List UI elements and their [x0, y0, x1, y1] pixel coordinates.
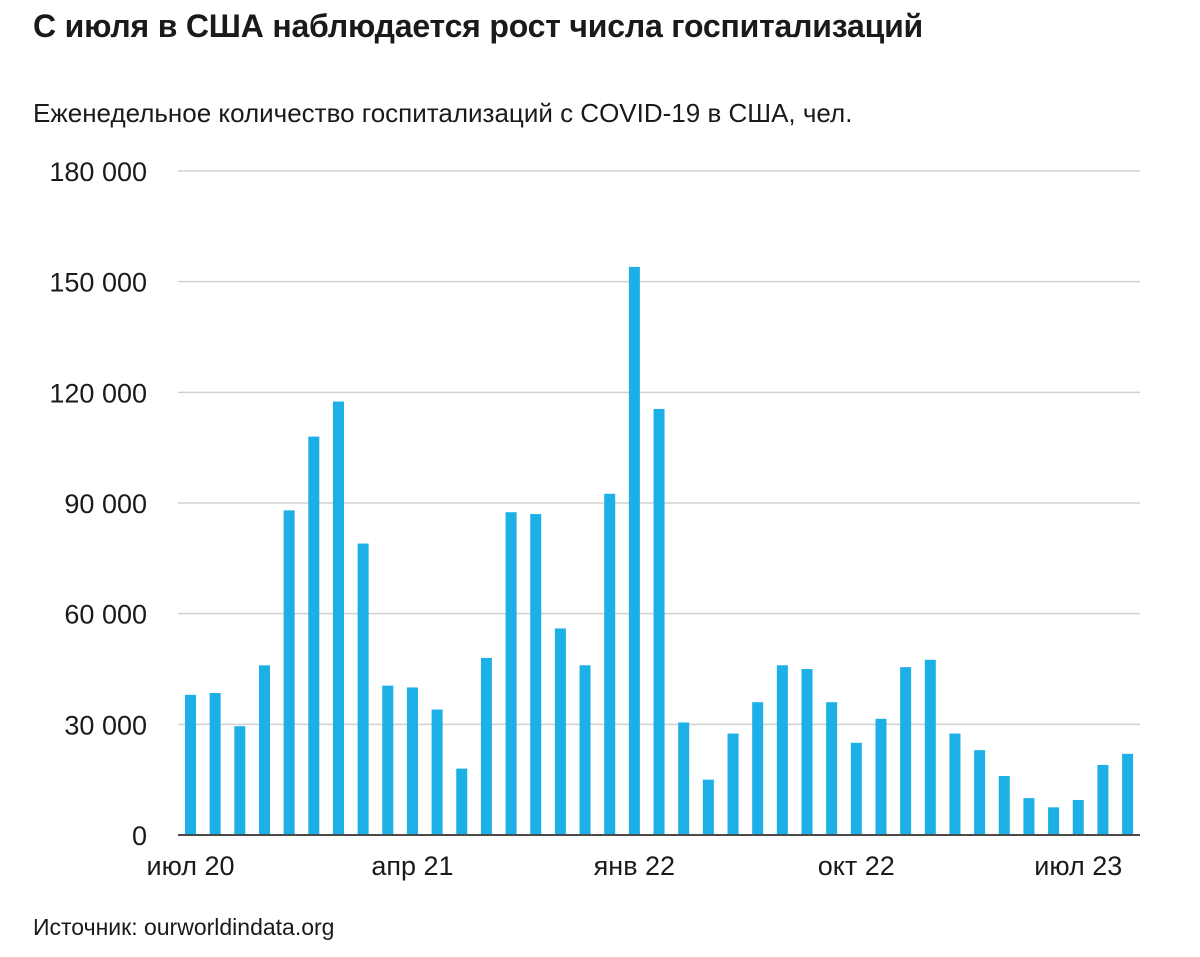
bar — [850, 742, 862, 835]
bar — [801, 669, 813, 835]
bar — [431, 709, 443, 835]
bar — [628, 266, 640, 835]
bar — [974, 750, 986, 835]
bar — [456, 768, 468, 835]
bar — [702, 779, 714, 835]
x-tick-label: июл 23 — [1034, 851, 1122, 881]
bar — [406, 687, 418, 835]
chart-title: С июля в США наблюдается рост числа госп… — [33, 8, 924, 44]
bar — [258, 665, 270, 835]
bar — [776, 665, 788, 835]
y-tick-label: 120 000 — [49, 378, 147, 408]
y-tick-label: 30 000 — [64, 710, 147, 740]
bar — [505, 512, 517, 835]
bar — [554, 628, 566, 835]
y-tick-label: 0 — [132, 821, 147, 851]
bar — [949, 733, 961, 835]
bar — [1048, 807, 1060, 835]
bar — [185, 694, 196, 835]
source-note: Источник: ourworldindata.org — [33, 914, 335, 940]
bar — [752, 702, 764, 835]
bar — [209, 692, 221, 835]
chart-subtitle: Еженедельное количество госпитализаций с… — [33, 98, 853, 128]
x-tick-label: июл 20 — [146, 851, 234, 881]
bar — [727, 733, 739, 835]
bars — [185, 266, 1134, 835]
x-axis-ticks: июл 20 апр 21 янв 22 окт 22 июл 23 — [146, 851, 1122, 881]
y-tick-label: 60 000 — [64, 600, 147, 630]
bar — [234, 726, 246, 835]
bar — [332, 401, 344, 835]
bar — [924, 659, 936, 835]
bar — [678, 722, 690, 835]
bar — [530, 514, 542, 835]
y-tick-label: 90 000 — [64, 489, 147, 519]
bar — [579, 665, 591, 835]
bar — [308, 436, 320, 835]
y-axis-ticks: 0 30 000 60 000 90 000 120 000 150 000 180 000 — [49, 157, 147, 851]
bar — [875, 718, 887, 835]
bar — [604, 493, 616, 835]
y-tick-label: 180 000 — [49, 157, 147, 187]
bar — [283, 510, 295, 835]
bar — [357, 543, 369, 835]
bar — [480, 657, 492, 835]
bar — [826, 702, 838, 835]
x-tick-label: янв 22 — [594, 851, 675, 881]
bar — [1122, 753, 1134, 835]
bar — [998, 775, 1010, 835]
y-tick-label: 150 000 — [49, 268, 147, 298]
bar — [900, 667, 912, 835]
x-tick-label: окт 22 — [818, 851, 895, 881]
bar — [653, 408, 665, 835]
bar — [1023, 798, 1035, 835]
bar — [1097, 764, 1109, 835]
bar — [1072, 799, 1084, 835]
bar — [382, 685, 394, 835]
x-tick-label: апр 21 — [371, 851, 453, 881]
